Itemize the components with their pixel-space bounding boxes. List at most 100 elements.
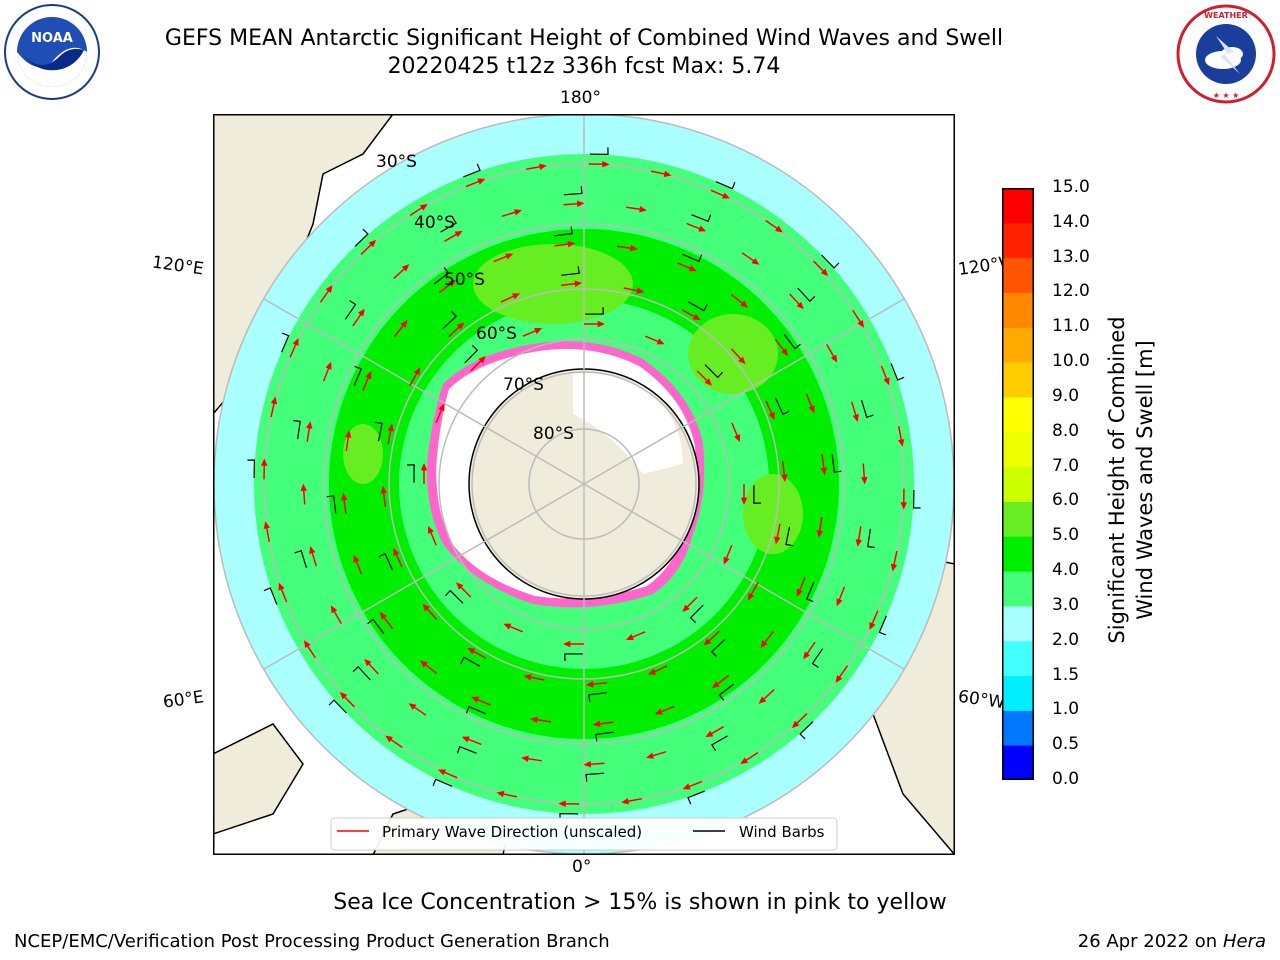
wave-direction-arrowhead (344, 430, 352, 438)
wave-direction-arrow (749, 581, 759, 597)
wind-barb (344, 300, 357, 320)
wave-direction-arrow (818, 516, 823, 534)
wave-direction-arrow (528, 676, 545, 681)
wave-direction-arrow (870, 610, 879, 626)
wind-barb (456, 745, 477, 754)
wave-direction-arrowhead (630, 244, 638, 252)
wave-direction-arrow (302, 488, 306, 505)
wave-direction-arrowhead (692, 313, 701, 321)
colorbar-tick-label: 0.5 (1052, 734, 1080, 755)
wave-direction-arrow (644, 335, 661, 343)
footer-credit: NCEP/EMC/Verification Post Processing Pr… (14, 931, 610, 952)
wave-direction-arrow (794, 713, 808, 726)
wave-direction-arrowhead (751, 257, 760, 265)
footer-date-text: 26 Apr 2022 on (1077, 931, 1223, 952)
wave-direction-arrowhead (781, 474, 788, 483)
wave-direction-arrowhead (422, 603, 430, 612)
wave-direction-arrow (685, 596, 698, 609)
wind-barb (247, 459, 255, 478)
noaa-logo-text: NOAA (31, 31, 73, 46)
wave-direction-arrowhead (636, 287, 645, 294)
wave-direction-arrow (731, 422, 739, 438)
wind-barb (774, 397, 790, 416)
colorbar-band (1002, 571, 1034, 607)
wave-direction-arrowhead (513, 209, 522, 216)
wave-direction-arrow (279, 586, 288, 603)
wave-direction-arrowhead (456, 322, 465, 330)
wave-direction-arrowhead (340, 492, 348, 501)
colorbar-band (1002, 222, 1034, 259)
lon-label-0: 0° (572, 857, 592, 877)
wave-direction-arrow (625, 797, 642, 803)
wind-barb (563, 186, 583, 196)
wave-direction-arrowhead (830, 354, 838, 363)
wave-direction-arrowhead (654, 708, 663, 715)
wind-barb (375, 421, 383, 442)
svg-text:WEATHER: WEATHER (1204, 11, 1248, 20)
wave-direction-arrowhead (278, 582, 285, 591)
colorbar (1002, 188, 1034, 780)
wave-direction-arrowhead (820, 467, 828, 476)
wave-direction-arrow (616, 245, 634, 250)
wave-direction-arrowhead (760, 640, 768, 649)
wave-direction-arrow (821, 454, 825, 471)
wave-direction-arrow (652, 665, 668, 674)
wind-barb (432, 778, 453, 788)
wave-direction-arrowhead (883, 377, 890, 386)
colorbar-band (1002, 188, 1034, 224)
wave-direction-arrowhead (585, 681, 594, 688)
lat-label-30s: 30°S (376, 152, 417, 172)
colorbar-label: Significant Height of Combined Wind Wave… (1105, 316, 1157, 643)
wave-direction-arrow (322, 366, 331, 382)
wave-direction-arrowhead (682, 604, 690, 612)
wave-direction-arrowhead (796, 588, 803, 597)
lon-label-60w: 60°W (956, 686, 1007, 714)
wave-direction-arrow (850, 401, 858, 418)
wave-direction-arrowhead (898, 438, 905, 447)
wave-direction-arrow (345, 434, 350, 452)
wave-direction-arrowhead (740, 300, 749, 308)
wave-direction-arrowhead (861, 476, 868, 485)
wave-direction-arrowhead (836, 598, 843, 607)
wave-direction-arrowhead (688, 265, 697, 272)
wind-barb (704, 364, 723, 379)
wave-direction-arrow (762, 631, 774, 645)
wind-barb (352, 665, 371, 681)
wave-direction-arrowhead (353, 554, 360, 563)
wind-barb (753, 485, 761, 504)
wave-direction-arrowhead (408, 703, 417, 711)
wind-barb (878, 615, 888, 636)
wave-direction-arrow (789, 293, 801, 307)
wave-direction-arrow (362, 375, 370, 391)
wave-direction-arrow (765, 219, 780, 231)
sea-ice-note: Sea Ice Concentration > 15% is shown in … (333, 890, 947, 915)
wave-direction-arrow (534, 718, 552, 723)
wind-barb (890, 363, 905, 381)
wave-direction-arrowhead (401, 264, 410, 272)
wave-direction-arrowhead (869, 622, 876, 631)
wave-direction-arrowhead (781, 348, 789, 357)
wave-direction-arrow (706, 630, 720, 643)
wave-direction-arrowhead (803, 651, 811, 660)
wave-direction-arrowhead (461, 736, 470, 743)
wave-direction-arrowhead (448, 279, 457, 287)
wave-direction-arrow (354, 559, 363, 575)
wave-direction-arrow (465, 179, 482, 188)
wind-barb (294, 549, 308, 569)
wave-direction-arrow (444, 232, 459, 242)
wave-direction-arrowhead (704, 378, 712, 386)
wave-direction-arrowhead (420, 463, 428, 471)
wave-direction-arrowhead (263, 521, 270, 530)
wave-direction-arrowhead (380, 485, 387, 494)
wave-direction-arrowhead (534, 327, 543, 334)
wave-direction-arrowhead (478, 356, 486, 364)
wave-direction-arrow (774, 338, 786, 353)
footer-host: Hera (1222, 931, 1266, 952)
colorbar-band (1002, 536, 1034, 572)
colorbar-band (1002, 292, 1034, 328)
wave-direction-arrowhead (325, 361, 332, 370)
wave-direction-arrowhead (325, 285, 333, 293)
wave-direction-arrowhead (503, 623, 512, 630)
wave-direction-arrowhead (538, 163, 547, 170)
colorbar-tick-label: 3.0 (1052, 594, 1080, 615)
